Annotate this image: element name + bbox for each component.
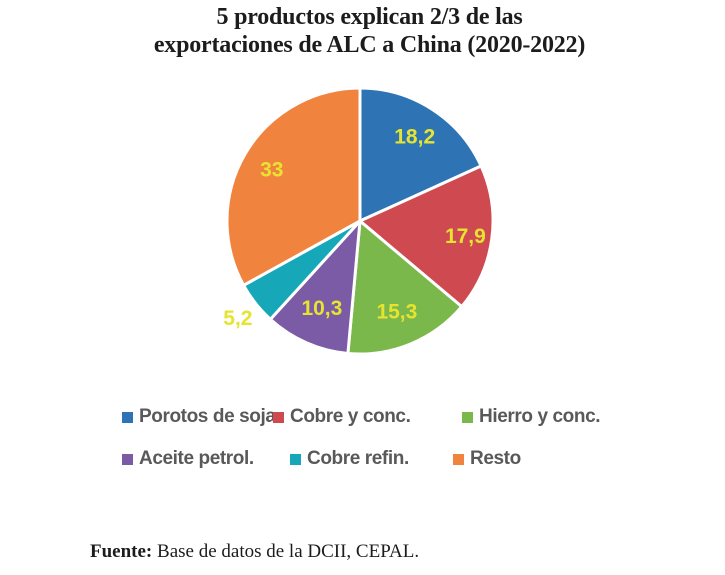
- pie-slice-hierro-y-conc: [346, 219, 464, 356]
- pie-slice-aceite-petrol: [268, 219, 362, 355]
- chart-title-line1: 5 productos explican 2/3 de las: [216, 4, 523, 30]
- legend-item-resto: Resto: [453, 448, 521, 470]
- legend-label-resto: Resto: [470, 448, 521, 469]
- pie-slice-resto: [225, 86, 362, 287]
- pie-value-label-hierro-y-conc: 15,3: [376, 300, 417, 323]
- legend-swatch-resto: [453, 453, 464, 465]
- legend-swatch-hierro-y-conc: [462, 411, 473, 423]
- pie-value-label-porotos-de-soja: 18,2: [394, 126, 435, 149]
- legend-swatch-cobre-refin: [290, 453, 301, 465]
- source-text: Base de datos de la DCII, CEPAL.: [152, 541, 420, 562]
- pie-value-label-cobre-refin: 5,2: [223, 307, 252, 330]
- pie-chart: 18,2 17,9 15,3 10,3 5,2 33: [223, 86, 495, 356]
- pie-slice-cobre-y-conc: [358, 164, 495, 309]
- legend-item-cobre-refin: Cobre refin.: [290, 448, 409, 470]
- pie-value-label-cobre-y-conc: 17,9: [445, 225, 486, 248]
- source-label: Fuente:: [90, 541, 153, 562]
- legend-swatch-cobre-y-conc: [273, 411, 284, 423]
- legend-item-cobre-y-conc: Cobre y conc.: [273, 406, 411, 428]
- chart-title: 5 productos explican 2/3 de las exportac…: [14, 3, 725, 59]
- legend-swatch-porotos-de-soja: [122, 411, 133, 423]
- legend-item-porotos-de-soja: Porotos de soja: [122, 406, 276, 428]
- legend-swatch-aceite-petrol: [122, 453, 133, 465]
- pie-value-label-resto: 33: [260, 159, 283, 182]
- pie-value-label-aceite-petrol: 10,3: [301, 297, 342, 320]
- legend-label-hierro-y-conc: Hierro y conc.: [479, 406, 601, 427]
- chart-title-line2: exportaciones de ALC a China (2020-2022): [153, 32, 586, 58]
- legend-label-cobre-y-conc: Cobre y conc.: [290, 406, 411, 427]
- legend-item-hierro-y-conc: Hierro y conc.: [462, 406, 601, 428]
- legend-label-cobre-refin: Cobre refin.: [307, 448, 409, 469]
- source-note: Fuente: Base de datos de la DCII, CEPAL.: [90, 541, 419, 563]
- legend-label-porotos-de-soja: Porotos de soja: [139, 406, 276, 427]
- legend-label-aceite-petrol: Aceite petrol.: [139, 448, 254, 469]
- legend-item-aceite-petrol: Aceite petrol.: [122, 448, 254, 470]
- pie-slice-porotos-de-soja: [358, 86, 483, 223]
